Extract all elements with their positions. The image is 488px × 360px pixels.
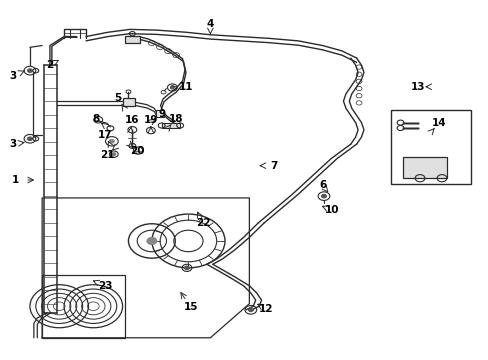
Text: 22: 22 xyxy=(195,218,210,228)
Text: 2: 2 xyxy=(46,60,53,70)
Text: 11: 11 xyxy=(179,82,193,92)
Bar xyxy=(42,275,125,338)
Text: 13: 13 xyxy=(409,82,424,92)
Text: 23: 23 xyxy=(98,281,113,291)
Text: 4: 4 xyxy=(206,19,214,29)
Text: 6: 6 xyxy=(318,180,325,190)
Bar xyxy=(125,36,140,43)
Text: 21: 21 xyxy=(100,150,114,160)
Text: 3: 3 xyxy=(9,139,17,149)
Text: 1: 1 xyxy=(12,175,19,185)
Circle shape xyxy=(112,153,116,156)
Circle shape xyxy=(321,194,326,198)
Bar xyxy=(402,157,446,178)
Text: 3: 3 xyxy=(9,71,17,81)
Circle shape xyxy=(248,308,253,312)
Text: 17: 17 xyxy=(98,130,113,140)
Text: 7: 7 xyxy=(269,161,277,171)
Circle shape xyxy=(109,139,114,143)
Text: 16: 16 xyxy=(125,115,139,125)
Text: 14: 14 xyxy=(431,118,446,128)
Text: 8: 8 xyxy=(92,114,99,124)
Bar xyxy=(161,123,180,128)
Bar xyxy=(122,98,135,107)
Text: 5: 5 xyxy=(114,93,121,103)
Circle shape xyxy=(27,69,32,72)
Circle shape xyxy=(147,237,157,244)
Circle shape xyxy=(170,86,174,89)
Text: 18: 18 xyxy=(169,114,183,124)
Circle shape xyxy=(184,266,189,270)
Text: 19: 19 xyxy=(143,115,158,125)
Text: 12: 12 xyxy=(259,304,273,314)
Text: 20: 20 xyxy=(130,146,144,156)
Bar xyxy=(390,110,470,184)
Text: 15: 15 xyxy=(183,302,198,312)
Bar xyxy=(156,110,163,117)
Text: 9: 9 xyxy=(158,109,165,119)
Text: 10: 10 xyxy=(325,206,339,216)
Circle shape xyxy=(27,137,32,140)
